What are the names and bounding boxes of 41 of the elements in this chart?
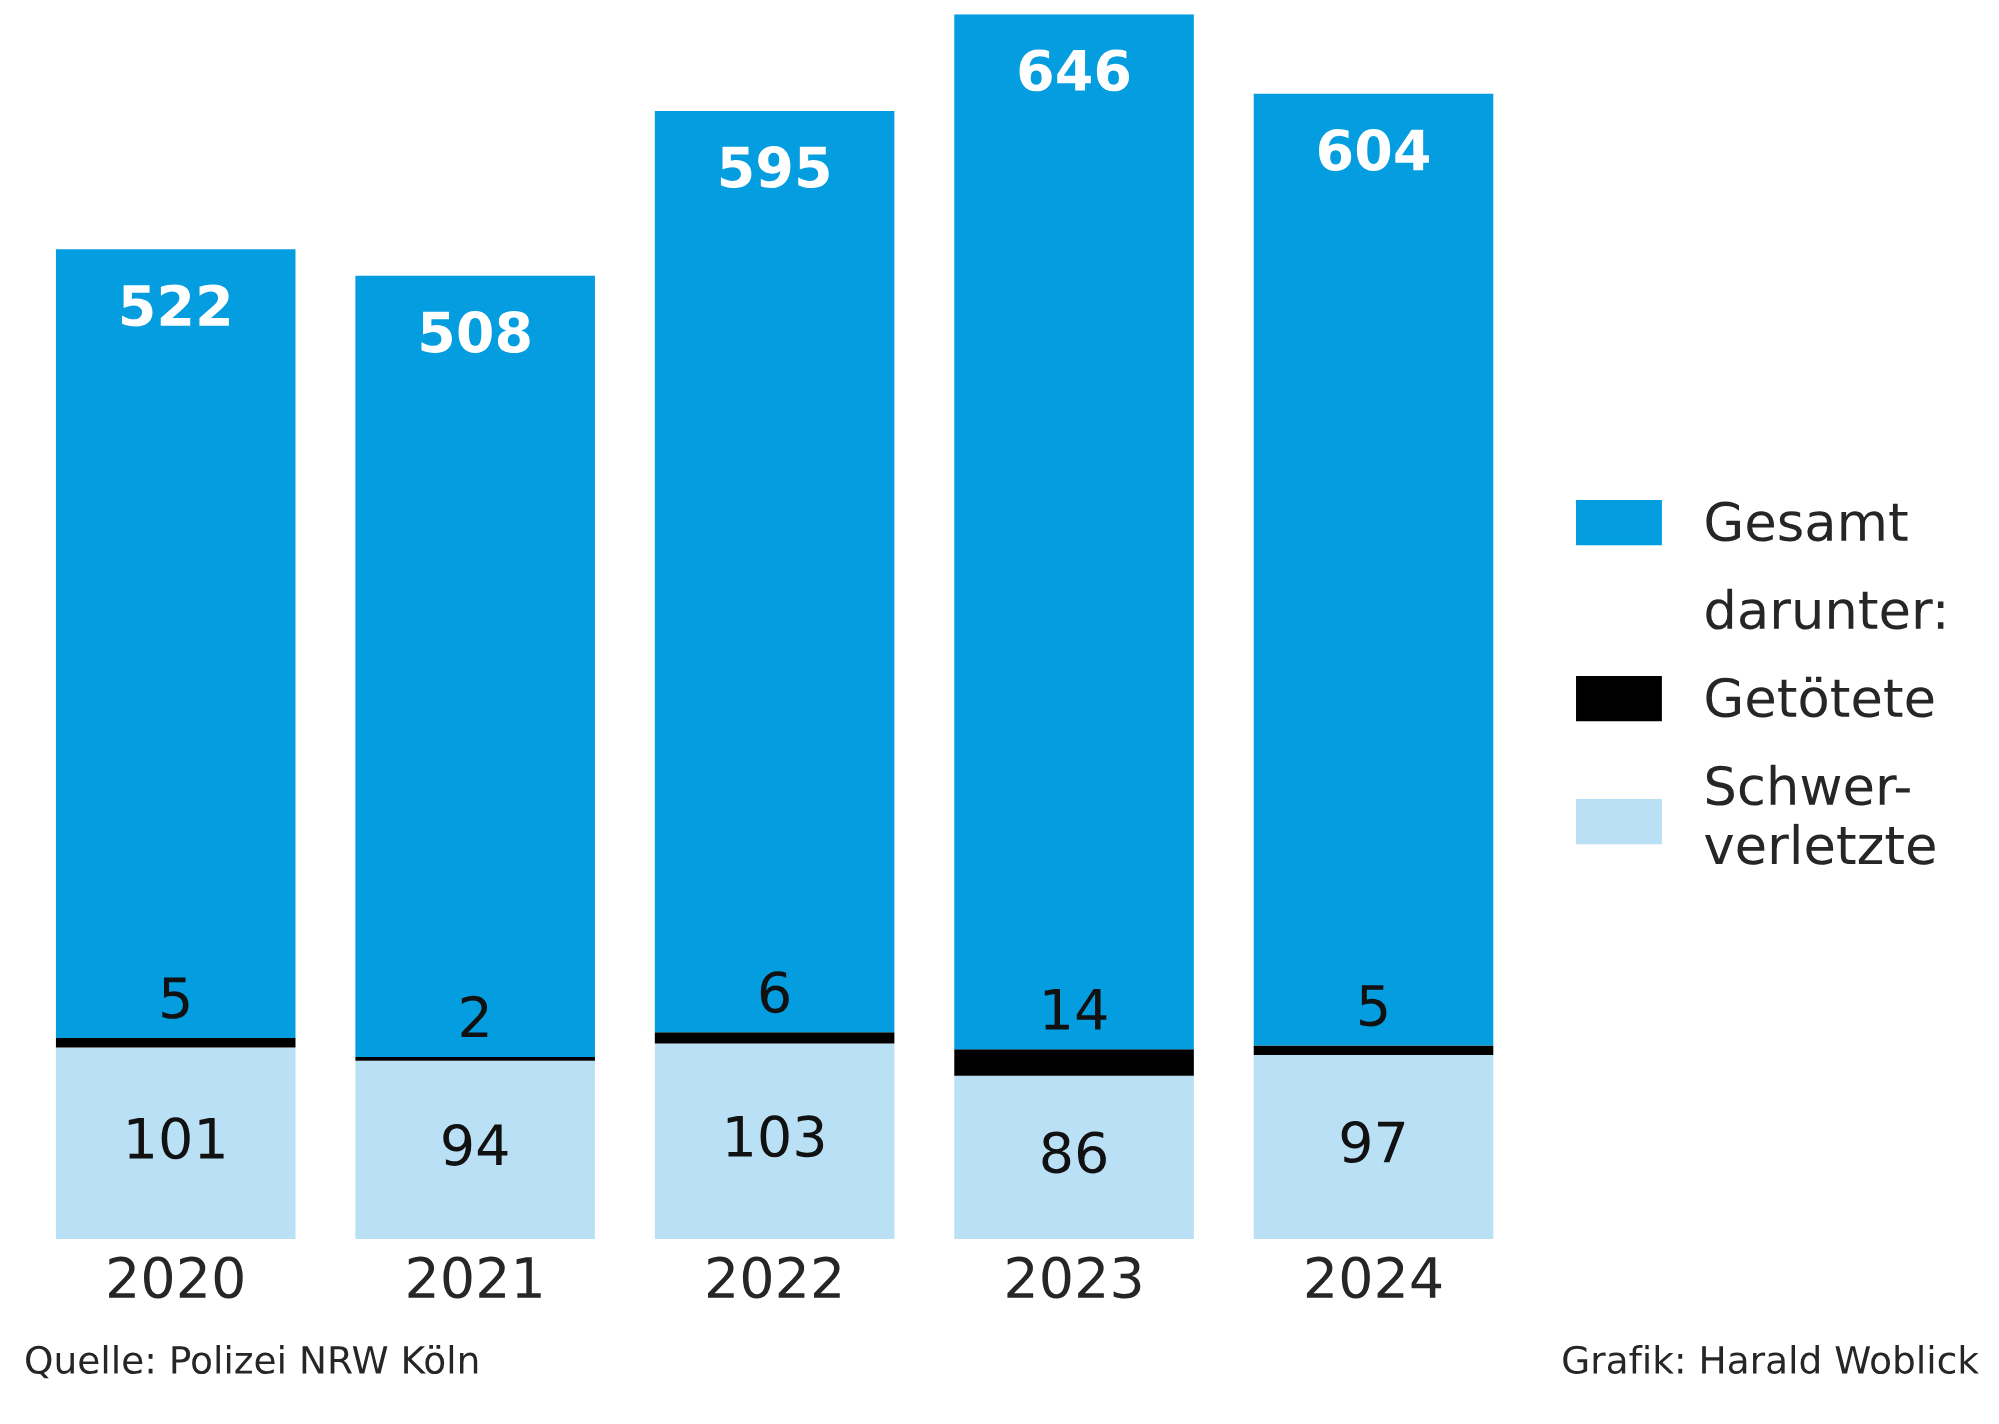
bar [1253, 93, 1494, 1046]
text: Grafik: Harald Woblick [1563, 1344, 1979, 1375]
data-label: 14 [1044, 988, 1107, 1030]
legend-label: Schwer- verletzte [1704, 764, 1935, 865]
data-label: 94 [443, 1123, 508, 1166]
data-label: 2 [461, 995, 488, 1037]
source-note: Quelle: Polizei NRW Köln [26, 1344, 478, 1379]
x-tick-label: 2022 [707, 1256, 840, 1299]
data-label: 86 [1042, 1131, 1106, 1174]
bar [954, 14, 1194, 1050]
data-label: 103 [727, 1115, 824, 1158]
bar [355, 1060, 595, 1239]
data-label: 5 [162, 977, 189, 1019]
legend-label: Getötete [1706, 676, 1934, 718]
total-label: 508 [421, 310, 530, 353]
x-tick-label: 2024 [1306, 1256, 1442, 1299]
bar [55, 1047, 296, 1239]
bar [654, 110, 895, 1033]
total-label: 595 [720, 146, 829, 189]
text: darunter: [1706, 588, 1944, 630]
total-label: 604 [1318, 128, 1429, 171]
x-tick-label: 2023 [1007, 1256, 1141, 1299]
bar [954, 1075, 1194, 1239]
bar [355, 275, 595, 1057]
bar [654, 1043, 895, 1239]
data-label: 6 [760, 971, 789, 1014]
data-label: 5 [1360, 985, 1387, 1027]
x-tick-label: 2021 [408, 1256, 541, 1299]
x-tick-label: 2020 [109, 1256, 243, 1299]
total-label: 522 [122, 284, 229, 327]
bar [954, 1049, 1194, 1076]
bar [654, 1032, 895, 1044]
bar [355, 1056, 595, 1061]
data-label: 97 [1341, 1121, 1405, 1164]
bar [1253, 1045, 1494, 1055]
legend-label: Gesamt [1706, 501, 1908, 542]
total-label: 646 [1019, 49, 1130, 92]
bar [55, 1037, 296, 1048]
bar [55, 249, 296, 1038]
data-label: 101 [128, 1117, 224, 1160]
bar [1253, 1054, 1494, 1239]
